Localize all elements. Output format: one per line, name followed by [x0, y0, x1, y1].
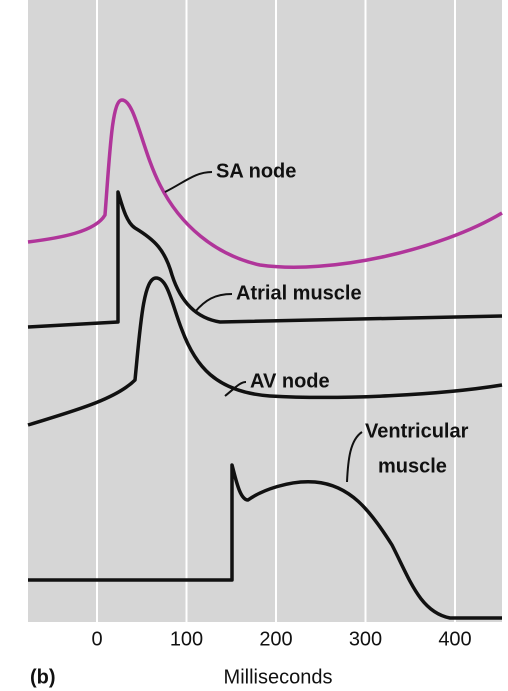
- av-node-curve: [27, 276, 503, 427]
- plot-background: [28, 0, 502, 622]
- curve-label: muscle: [378, 455, 447, 477]
- x-axis-label: Milliseconds: [224, 666, 333, 688]
- x-tick-label: 300: [349, 628, 382, 650]
- x-tick-label: 0: [91, 628, 102, 650]
- x-tick-label: 200: [259, 628, 292, 650]
- leader-line: [164, 171, 213, 193]
- x-ticks: 0 100 200 300 400: [91, 628, 471, 650]
- sa-node-curve: [27, 98, 503, 269]
- curve-label: Atrial muscle: [236, 282, 362, 304]
- curve-label: SA node: [216, 160, 296, 182]
- grid: [96, 0, 456, 622]
- atrial-muscle-curve: [27, 190, 503, 329]
- panel-label: (b): [30, 666, 56, 688]
- x-tick-label: 100: [170, 628, 203, 650]
- leader-line: [194, 293, 233, 313]
- ventricular-muscle-curve: [28, 463, 502, 620]
- leader-line: [346, 431, 363, 483]
- curve-label: AV node: [250, 370, 330, 392]
- x-tick-label: 400: [438, 628, 471, 650]
- curve-label: Ventricular: [365, 420, 469, 442]
- leader-line: [224, 381, 247, 397]
